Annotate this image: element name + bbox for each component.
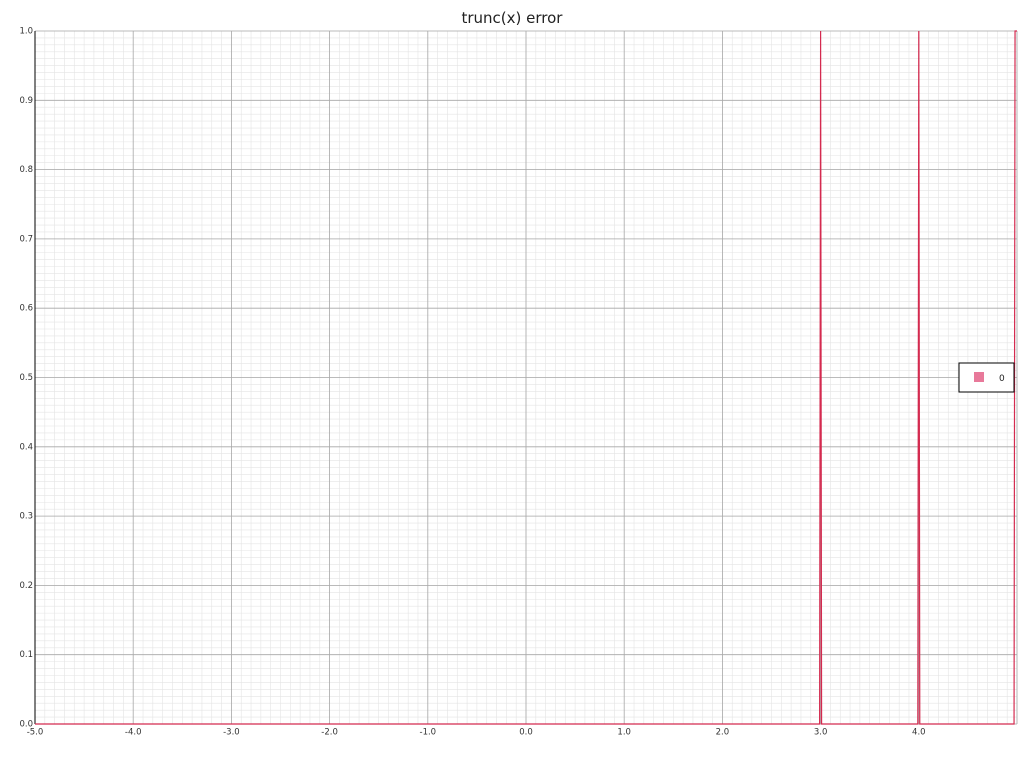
x-tick-label: 4.0 [912, 728, 926, 738]
legend-label: 0 [999, 374, 1005, 384]
x-tick-label: 1.0 [617, 728, 631, 738]
chart-title: trunc(x) error [462, 9, 564, 27]
y-tick-label: 0.4 [19, 442, 33, 452]
y-tick-label: 0.9 [19, 96, 33, 106]
series-layer [35, 30, 1017, 725]
x-tick-label: -2.0 [321, 728, 338, 738]
y-tick-label: 0.5 [19, 373, 33, 383]
x-tick-label: -5.0 [27, 728, 44, 738]
x-tick-label: -3.0 [223, 728, 240, 738]
x-tick-label: 3.0 [814, 728, 828, 738]
legend-box [958, 362, 1015, 393]
y-tick-labels: 0.0 0.1 0.2 0.3 0.4 0.5 0.6 0.7 0.8 0.9 1.0 [19, 27, 33, 730]
y-tick-label: 1.0 [19, 27, 33, 37]
x-tick-label: -4.0 [125, 728, 142, 738]
y-tick-label: 0.2 [19, 581, 33, 591]
x-tick-label: 2.0 [716, 728, 730, 738]
y-tick-label: 0.7 [19, 234, 33, 244]
y-tick-label: 0.0 [19, 720, 33, 730]
x-tick-label: 0.0 [519, 728, 533, 738]
x-tick-label: -1.0 [420, 728, 437, 738]
y-tick-label: 0.6 [19, 304, 33, 314]
x-tick-labels: -5.0 -4.0 -3.0 -2.0 -1.0 0.0 1.0 2.0 3.0 4.0 [27, 728, 926, 738]
series-line [35, 30, 1017, 725]
y-tick-label: 0.3 [19, 512, 33, 522]
y-tick-label: 0.1 [19, 650, 33, 660]
y-tick-label: 0.8 [19, 165, 33, 175]
legend-swatch [974, 372, 984, 382]
legend: 0 [958, 362, 1015, 393]
